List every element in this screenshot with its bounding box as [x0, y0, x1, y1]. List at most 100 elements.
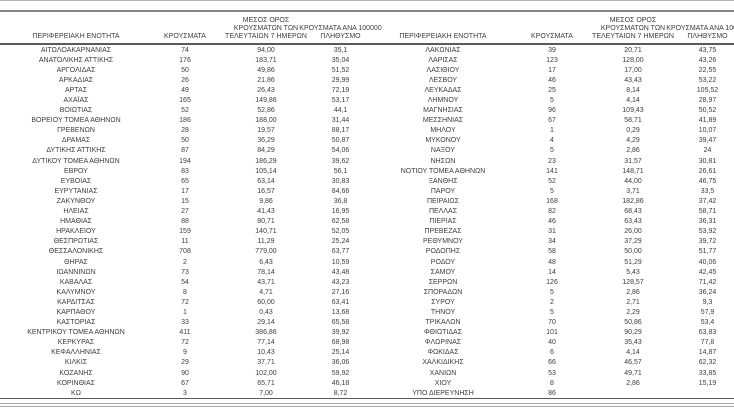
right-cases-cell: 168 — [546, 197, 558, 205]
right-cases-cell: 34 — [548, 238, 556, 246]
right-cases-cell: 31 — [548, 228, 556, 236]
left-cases-cell: 1 — [183, 308, 187, 316]
left-cases-cell: 29 — [181, 359, 189, 367]
left-per100k-cell: 46,18 — [331, 379, 350, 387]
right-cases-cell: 25 — [548, 86, 556, 94]
right-avg7-cell: 109,43 — [622, 107, 644, 115]
left-avg7-cell: 43,71 — [257, 278, 275, 286]
right-per100k-cell: 58,71 — [698, 208, 717, 216]
right-avg7-cell: 8,14 — [626, 86, 640, 94]
right-region-cell: ΛΑΚΩΝΙΑΣ — [425, 46, 461, 54]
right-region-cell: ΜΕΣΣΗΝΙΑΣ — [422, 117, 464, 125]
left-region-cell: ΗΜΑΘΙΑΣ — [60, 218, 92, 226]
left-per100k-cell: 39,92 — [331, 329, 350, 337]
right-per100k-cell: 14,87 — [698, 349, 717, 357]
left-cases-cell: 411 — [179, 329, 191, 337]
left-per100k-cell: 35,04 — [331, 56, 350, 64]
right-per100k-cell: 28,97 — [698, 97, 717, 105]
right-avg7-cell: 128,00 — [622, 56, 644, 64]
right-cases-header: ΚΡΟΥΣΜΑΤΑ — [519, 12, 585, 45]
right-region-cell: ΠΕΛΛΑΣ — [428, 208, 458, 216]
left-cases-cell: 9 — [183, 349, 187, 357]
right-per100k-cell: 36,31 — [698, 218, 717, 226]
table-row: ΗΛΕΙΑΣ 27 41,43 16,95 ΠΕΛΛΑΣ 82 68,43 58,71 — [0, 207, 734, 217]
left-avg7-cell: 188,00 — [255, 117, 277, 125]
right-avg7-cell: 17,00 — [624, 66, 642, 74]
right-avg7-cell: 37,29 — [624, 238, 642, 246]
left-cases-cell: 28 — [181, 127, 189, 135]
left-avg7-cell: 21,86 — [257, 76, 275, 84]
right-region-cell: ΡΕΘΥΜΝΟΥ — [422, 238, 463, 246]
left-region-cell: ΗΛΕΙΑΣ — [63, 208, 89, 216]
left-region-cell: ΖΑΚΥΝΘΟΥ — [56, 197, 96, 205]
table-row: ΚΑΡΠΑΘΟΥ 1 0,43 13,68 ΤΗΝΟΥ 5 2,29 57,9 — [0, 307, 734, 317]
left-cases-cell: 67 — [181, 379, 189, 387]
right-per100k-cell — [681, 388, 734, 399]
right-region-cell: ΜΑΓΝΗΣΙΑΣ — [423, 107, 463, 115]
table-row: ΔΥΤΙΚΟΥ ΤΟΜΕΑ ΑΘΗΝΩΝ 194 186,29 39,62 ΝΗΣΩΝ 2… — [0, 156, 734, 166]
left-cases-cell: 27 — [181, 208, 189, 216]
right-per100k-cell: 33,85 — [698, 369, 717, 377]
table-row: ΘΕΣΣΑΛΟΝΙΚΗΣ 708 779,00 63,77 ΡΟΔΟΠΗΣ 58 50,00… — [0, 247, 734, 257]
left-avg7-cell: 26,43 — [257, 86, 275, 94]
left-avg7-cell: 0,43 — [259, 308, 273, 316]
left-per100k-cell: 36,8 — [333, 197, 348, 205]
bottom-rules — [0, 403, 734, 408]
right-per100k-cell: 22,55 — [698, 66, 717, 74]
table-row: ΘΕΣΠΡΩΤΙΑΣ 11 11,29 25,24 ΡΕΘΥΜΝΟΥ 34 37,29 39,… — [0, 237, 734, 247]
left-avg7-cell: 60,00 — [257, 298, 275, 306]
right-region-cell: ΠΕΙΡΑΙΩΣ — [427, 197, 459, 205]
left-avg7-cell: 65,71 — [257, 379, 275, 387]
left-region-cell: ΚΑΣΤΟΡΙΑΣ — [56, 319, 96, 327]
right-avg7-cell: 49,71 — [624, 369, 642, 377]
right-cases-cell: 66 — [548, 359, 556, 367]
right-cases-cell: 82 — [548, 208, 556, 216]
table-row: ΘΗΡΑΣ 2 6,43 10,59 ΡΟΔΟΥ 48 51,29 40,06 — [0, 257, 734, 267]
table-row: ΑΡΚΑΔΙΑΣ 26 21,86 29,99 ΛΕΣΒΟΥ 46 43,43 53,22 — [0, 75, 734, 85]
table-row: ΚΟΡΙΝΘΙΑΣ 67 65,71 46,18 ΧΙΟΥ 8 2,86 15,19 — [0, 378, 734, 388]
right-per100k-cell: 53,92 — [698, 228, 717, 236]
right-cases-cell: 58 — [548, 248, 556, 256]
left-region-cell: ΕΥΡΥΤΑΝΙΑΣ — [54, 187, 98, 195]
table-row: ΚΑΡΔΙΤΣΑΣ 72 60,00 63,41 ΣΥΡΟΥ 2 2,71 9,3 — [0, 297, 734, 307]
left-avg7-cell: 386,86 — [255, 329, 277, 337]
right-avg7-cell: 44,00 — [624, 177, 642, 185]
right-per100k-cell: 39,72 — [698, 238, 717, 246]
right-region-cell: ΧΑΝΙΩΝ — [429, 369, 457, 377]
left-per100k-cell: 36,06 — [331, 359, 350, 367]
left-per100k-cell: 88,17 — [331, 127, 350, 135]
right-avg7-cell: 2,86 — [626, 147, 640, 155]
table-row: ΑΧΑΪΑΣ 165 149,86 53,17 ΛΗΜΝΟΥ 5 4,14 28,97 — [0, 95, 734, 105]
left-region-cell: ΚΑΡΔΙΤΣΑΣ — [57, 298, 95, 306]
left-region-header: ΠΕΡΙΦΕΡΕΙΑΚΗ ΕΝΟΤΗΤΑ — [0, 12, 152, 45]
right-per100k-cell: 39,47 — [698, 137, 717, 145]
right-cases-cell: 123 — [546, 56, 558, 64]
table-row: ΔΥΤΙΚΗΣ ΑΤΤΙΚΗΣ 87 84,29 54,06 ΝΑΞΟΥ 5 2,86 24 — [0, 146, 734, 156]
left-per100k-cell: 54,06 — [331, 147, 350, 155]
right-per100k-cell: 24 — [703, 147, 712, 155]
left-avg7-cell: 94,00 — [257, 46, 275, 54]
right-cases-cell: 70 — [548, 319, 556, 327]
right-per100k-cell: 26,61 — [698, 167, 717, 175]
right-region-cell: ΝΑΞΟΥ — [430, 147, 456, 155]
right-region-cell: ΠΙΕΡΙΑΣ — [429, 218, 457, 226]
left-avg7-cell: 80,71 — [257, 218, 275, 226]
right-region-cell: ΛΑΣΙΘΙΟΥ — [426, 66, 460, 74]
left-avg7-cell: 49,86 — [257, 66, 275, 74]
right-cases-cell: 6 — [550, 349, 554, 357]
left-per100k-cell: 25,14 — [331, 349, 350, 357]
right-region-cell: ΣΑΜΟΥ — [430, 268, 456, 276]
right-cases-cell: 46 — [548, 218, 556, 226]
right-avg7-cell: 26,00 — [624, 228, 642, 236]
right-per100k-cell: 43,75 — [698, 46, 717, 54]
left-avg7-cell: 183,71 — [255, 56, 277, 64]
left-avg7-cell: 52,86 — [257, 107, 275, 115]
table-row: ΑΙΤΩΛΟΑΚΑΡΝΑΝΙΑΣ 74 94,00 35,1 ΛΑΚΩΝΙΑΣ 39 20,… — [0, 44, 734, 55]
left-cases-cell: 72 — [181, 339, 189, 347]
left-per100k-cell: 31,44 — [331, 117, 350, 125]
left-avg7-cell: 84,29 — [257, 147, 275, 155]
right-region-cell: ΥΠΟ ΔΙΕΡΕΥΝΗΣΗ — [412, 389, 474, 397]
left-per100k-cell: 27,16 — [331, 288, 350, 296]
left-per100k-cell: 25,24 — [331, 238, 350, 246]
right-per100k-header-label: ΚΡΟΥΣΜΑΤΑ ΑΝΑ 100000 ΠΛΗΘΥΣΜΟ — [666, 25, 734, 40]
